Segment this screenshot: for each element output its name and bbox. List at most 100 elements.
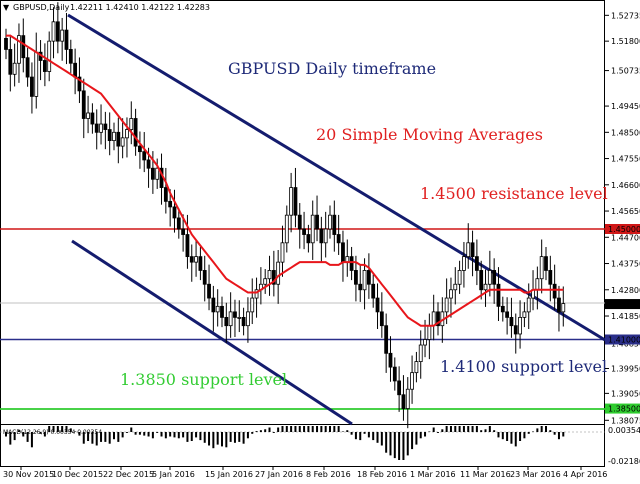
indicator-bar [134,432,137,435]
indicator-bar [363,432,366,434]
price-axis-label: 1.42800 [611,286,640,295]
indicator-header: MACD(12,26,9) 0.00354 0.00354 [3,429,102,436]
indicator-bar [255,431,258,432]
candle-body [341,242,345,263]
candle-body [453,283,458,291]
candle-body [60,29,65,42]
indicator-bar [156,432,159,433]
indicator-bar [402,432,405,460]
indicator-bar [52,426,55,432]
price-axis-label: 1.39950 [611,365,640,374]
indicator-axis-bottom: -0.02186 [608,457,640,466]
candle-body [384,325,389,354]
price-axis-label: 1.44700 [611,233,640,242]
candle-body [107,129,112,142]
indicator-bar [35,431,38,432]
indicator-bar [95,432,98,446]
candle-body [302,228,306,235]
indicator-bar [467,426,470,432]
indicator-bar [411,432,414,450]
candle-body [250,297,255,313]
indicator-bar [104,432,107,442]
indicator-bar [212,432,215,449]
indicator-bar [9,432,12,445]
sma-line [6,34,564,327]
candle-body [496,283,501,307]
candle-body [228,311,233,327]
indicator-bar [117,432,120,442]
candle-body [233,311,237,318]
time-axis-label: 1 Mar 2016 [410,470,456,479]
time-axis-label: 23 Mar 2016 [510,470,561,479]
indicator-bar [415,432,418,445]
indicator-bar [56,426,59,432]
indicator-bar [225,432,228,448]
candle-body [436,311,440,327]
indicator-histogram [0,426,605,460]
indicator-bar [43,432,46,437]
candle-body [21,35,26,59]
indicator-bar [376,432,379,443]
indicator-bar [177,432,180,439]
candle-body [172,206,177,219]
lower-channel-line [71,239,353,426]
indicator-bar [199,432,202,441]
candle-body [211,297,216,313]
candle-body [284,214,289,244]
indicator-bar [480,430,483,432]
candle-body [42,60,47,72]
level-badge-label: 1.38500 [608,405,640,414]
indicator-bar [285,426,288,432]
indicator-bar [69,428,72,432]
candle-body [12,62,17,75]
indicator-bar [113,432,115,440]
indicator-bar [523,432,526,439]
indicator-bar [130,427,133,432]
indicator-bar [393,432,396,459]
candle-body [207,283,211,299]
level-badges: 1.45000 1.42283 1.41000 1.38500 [605,224,640,414]
resistance-annotation: 1.4500 resistance level [420,184,608,203]
candle-body [444,297,449,313]
candle-body [198,256,203,271]
indicator-pane-frame [0,424,605,467]
indicator-bar [557,432,560,440]
indicator-bar [164,432,167,439]
candle-body [336,234,341,244]
indicator-bar [367,432,370,438]
time-axis-label: 8 Feb 2016 [306,470,351,479]
indicator-bar [506,432,509,441]
candles [4,2,566,429]
symbol-label: GBPUSD,Daily [13,3,70,12]
candle-body [505,311,510,318]
candle-body [30,76,34,97]
price-axis-label: 1.41850 [611,312,640,321]
candle-body [64,29,69,50]
candle-body [548,270,553,285]
candle-body [405,388,410,409]
candle-body [539,256,544,280]
indicator-bar [229,432,232,442]
price-axis-label: 1.50735 [611,67,640,76]
indicator-bar [488,426,491,432]
candle-body [414,361,419,374]
candle-body [487,270,492,285]
indicator-bar [125,432,128,433]
indicator-bar [441,429,444,432]
indicator-bar [398,432,401,460]
support-1410-annotation: 1.4100 support level [440,357,607,376]
indicator-bar [307,426,310,432]
candle-body [25,57,30,78]
candle-body [77,76,82,92]
indicator-bar [147,432,150,437]
indicator-bar [216,432,219,445]
indicator-bar [337,426,340,432]
candle-body [522,311,527,318]
candle-body [112,131,116,142]
indicator-bar [39,432,42,434]
upper-channel-line [67,13,606,342]
candle-body [474,256,479,271]
candle-body [81,90,86,119]
